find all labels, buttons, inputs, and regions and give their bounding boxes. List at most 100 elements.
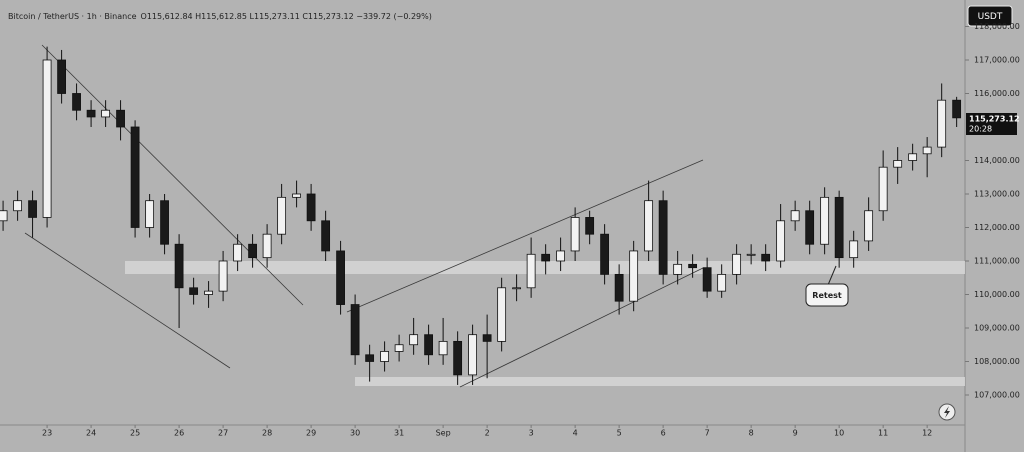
y-tick-label: 107,000.00	[974, 390, 1020, 399]
lightning-icon	[944, 406, 950, 418]
x-tick-label: 12	[922, 429, 932, 438]
candle-body	[57, 59, 67, 94]
y-tick-label: 116,000.00	[974, 89, 1020, 98]
candle-body	[116, 109, 125, 128]
x-tick-label: 30	[350, 429, 360, 438]
candle-body	[28, 200, 37, 218]
candle-body	[218, 260, 228, 292]
y-tick-label: 118,000.00	[974, 22, 1020, 31]
candle-body	[101, 109, 111, 118]
candle-body	[409, 334, 419, 346]
candle-body	[644, 200, 654, 252]
candle-body	[878, 166, 888, 212]
x-tick-label: 9	[793, 429, 798, 438]
x-tick-label: 31	[394, 429, 404, 438]
y-tick-label: 113,000.00	[974, 189, 1020, 198]
x-tick-label: 3	[529, 429, 534, 438]
candle-body	[570, 217, 580, 252]
x-tick-label: 5	[617, 429, 622, 438]
candle-body	[614, 273, 624, 302]
callout-pointer	[827, 265, 837, 286]
x-tick-label: 8	[749, 429, 754, 438]
y-tick-label: 117,000.00	[974, 55, 1020, 64]
trend-lines	[24, 44, 704, 388]
y-tick-label: 108,000.00	[974, 357, 1020, 366]
symbol: Bitcoin / TetherUS · 1h · Binance	[8, 12, 137, 21]
candle-body	[424, 334, 433, 356]
candle-body	[497, 287, 507, 342]
candle-body	[277, 196, 287, 235]
x-tick-label: 23	[42, 429, 52, 438]
candle-body	[130, 126, 140, 228]
candles	[0, 46, 962, 385]
candle-body	[189, 287, 199, 295]
candle-body	[233, 243, 243, 262]
header: Bitcoin / TetherUS · 1h · Binance O115,61…	[8, 12, 432, 21]
candle-body	[776, 220, 786, 262]
candle-body	[702, 267, 712, 292]
ohlc: O115,612.84 H115,612.85 L115,273.11 C115…	[141, 12, 432, 21]
candle-body	[952, 99, 962, 119]
trend-line	[459, 267, 704, 388]
candle-body	[468, 334, 477, 376]
candle-body	[688, 263, 698, 269]
candle-body	[204, 290, 213, 295]
candle-body	[262, 233, 272, 259]
candle-body	[321, 220, 331, 252]
x-tick-label: 11	[878, 429, 888, 438]
x-tick-label: 28	[262, 429, 272, 438]
candle-body	[86, 109, 96, 118]
candle-body	[526, 253, 536, 289]
candle-body	[673, 263, 683, 275]
candle-body	[248, 243, 257, 259]
candle-body	[438, 340, 448, 356]
candle-body	[658, 200, 668, 275]
x-tick-label: 27	[218, 429, 228, 438]
candle-body	[365, 354, 375, 362]
candle-body	[42, 59, 52, 218]
candle-body	[820, 196, 830, 245]
candle-body	[746, 253, 756, 256]
currency-button[interactable]	[967, 5, 1013, 27]
y-tick-label: 109,000.00	[974, 323, 1020, 332]
candle-body	[350, 304, 360, 356]
currency[interactable]: USDT	[978, 12, 1003, 22]
candle-body	[174, 243, 184, 289]
candle-body	[336, 250, 345, 305]
candle-body	[380, 351, 389, 362]
candle-body	[394, 344, 404, 352]
candle-body	[790, 210, 800, 222]
candle-body	[482, 334, 492, 342]
candle-body	[306, 193, 316, 222]
candle-body	[732, 253, 742, 275]
candle-body	[541, 253, 551, 262]
price-tag	[966, 113, 1017, 135]
x-tick-label: 24	[86, 429, 96, 438]
candle-body	[805, 210, 815, 245]
candle-body	[717, 273, 727, 292]
y-tick-label: 110,000.00	[974, 290, 1020, 299]
x-tick-label: 29	[306, 429, 316, 438]
candle-body	[585, 217, 595, 235]
candle-body	[629, 250, 639, 302]
candle-body	[922, 146, 932, 155]
x-tick-label: 10	[834, 429, 844, 438]
candle-body	[0, 210, 8, 222]
y-tick-label: 112,000.00	[974, 223, 1020, 232]
countdown: 20:28	[969, 125, 992, 134]
y-tick-label: 111,000.00	[974, 256, 1020, 265]
candle-body	[600, 233, 610, 275]
trend-line	[346, 159, 704, 313]
x-tick-label: 7	[705, 429, 710, 438]
candle-body	[145, 200, 155, 228]
candle-body	[834, 196, 844, 259]
candle-body	[761, 253, 771, 262]
x-tick-label: 6	[661, 429, 666, 438]
x-tick-label: 2	[485, 429, 490, 438]
candle-body	[864, 210, 874, 242]
candle-body	[893, 160, 903, 168]
candle-body	[292, 193, 301, 198]
last-price: 115,273.12	[969, 115, 1020, 124]
